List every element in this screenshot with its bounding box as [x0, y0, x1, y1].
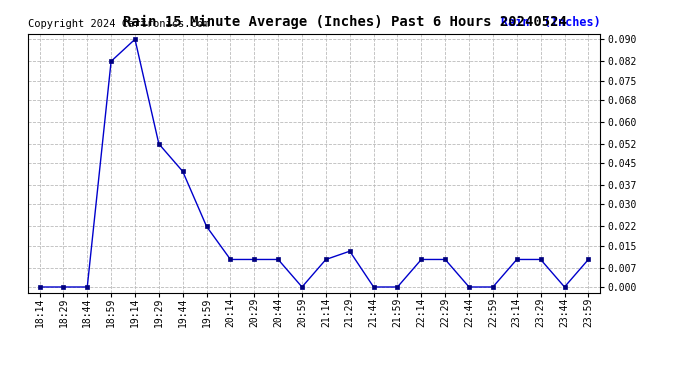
Text: Copyright 2024 Cartronics.com: Copyright 2024 Cartronics.com: [28, 19, 209, 28]
Text: Rain 15 Minute Average (Inches) Past 6 Hours 20240524: Rain 15 Minute Average (Inches) Past 6 H…: [123, 15, 567, 29]
Text: Rain  (Inches): Rain (Inches): [500, 16, 600, 28]
